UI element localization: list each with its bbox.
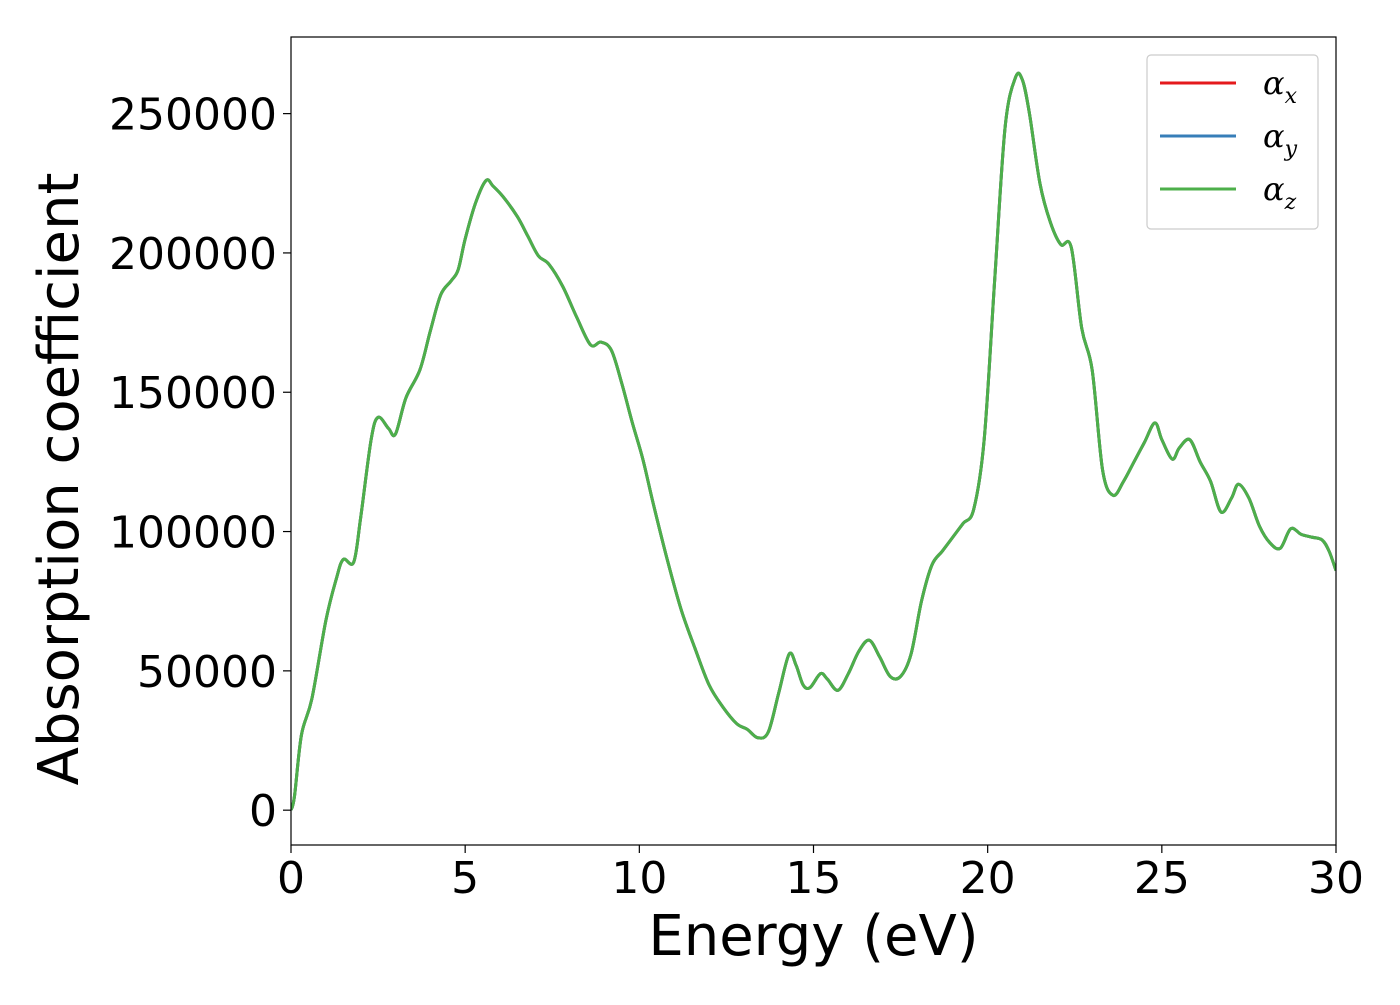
y-tick-label: 150000 xyxy=(109,368,277,419)
legend-item-z: αz xyxy=(1160,170,1297,215)
legend-label: αx xyxy=(1263,64,1298,109)
x-tick-label: 30 xyxy=(1308,853,1364,904)
y-axis: 0 50000 100000 150000 200000 250000 xyxy=(109,90,291,837)
y-tick-label: 200000 xyxy=(109,229,277,280)
x-axis: 0 5 10 15 20 25 30 xyxy=(277,845,1364,904)
x-tick-label: 20 xyxy=(960,853,1016,904)
x-tick-label: 5 xyxy=(451,853,479,904)
y-tick-label: 100000 xyxy=(109,508,277,559)
legend-item-y: αy xyxy=(1160,117,1298,162)
series-layer xyxy=(291,71,1336,811)
legend-label: αz xyxy=(1263,170,1297,215)
legend-item-x: αx xyxy=(1160,64,1298,109)
y-tick-label: 0 xyxy=(249,786,277,837)
series-line-3 xyxy=(291,71,1336,811)
x-tick-label: 25 xyxy=(1134,853,1190,904)
x-tick-label: 0 xyxy=(277,853,305,904)
x-tick-label: 15 xyxy=(786,853,842,904)
legend: αx αy αz xyxy=(1146,54,1319,230)
y-axis-title: Absorption coefficient xyxy=(27,173,92,786)
legend-label: αy xyxy=(1263,117,1298,162)
y-tick-label: 50000 xyxy=(137,647,277,698)
x-tick-label: 10 xyxy=(611,853,667,904)
x-axis-title: Energy (eV) xyxy=(648,904,978,969)
y-tick-label: 250000 xyxy=(109,90,277,141)
legend-box xyxy=(1146,54,1319,230)
